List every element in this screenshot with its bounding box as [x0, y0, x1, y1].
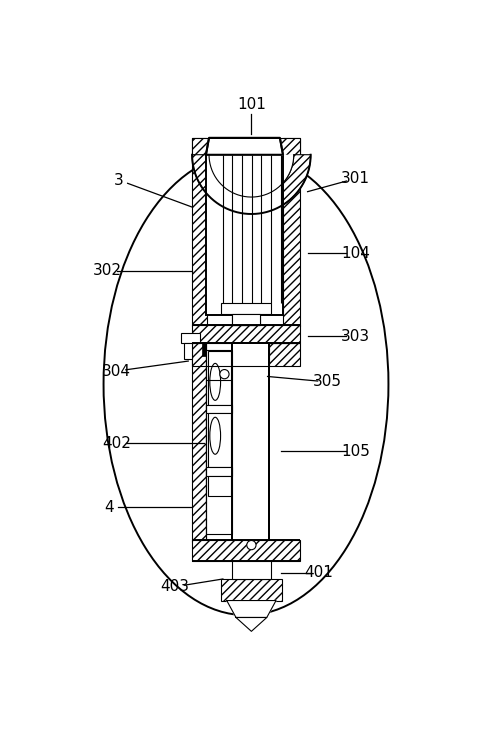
- Text: 301: 301: [341, 171, 370, 186]
- Polygon shape: [192, 155, 311, 214]
- Bar: [207, 476, 230, 496]
- Bar: [184, 344, 192, 359]
- Text: 303: 303: [341, 329, 370, 344]
- Text: 104: 104: [341, 246, 370, 261]
- Text: 4: 4: [104, 500, 114, 515]
- Bar: [192, 540, 300, 561]
- Polygon shape: [236, 618, 267, 632]
- Bar: [221, 579, 282, 601]
- Bar: [180, 333, 200, 344]
- Text: 101: 101: [237, 97, 266, 112]
- Bar: [221, 303, 271, 314]
- Bar: [192, 137, 300, 155]
- Text: 304: 304: [102, 363, 131, 379]
- Polygon shape: [206, 137, 283, 155]
- Bar: [206, 155, 283, 315]
- Bar: [192, 344, 206, 366]
- Text: 305: 305: [312, 374, 341, 390]
- Circle shape: [247, 540, 256, 550]
- Text: 403: 403: [161, 579, 190, 594]
- Text: 105: 105: [341, 444, 370, 458]
- Text: 302: 302: [93, 263, 122, 279]
- Text: 402: 402: [102, 436, 131, 451]
- Bar: [206, 466, 232, 476]
- Bar: [202, 342, 206, 356]
- Polygon shape: [209, 155, 294, 197]
- Bar: [206, 405, 232, 413]
- Bar: [207, 413, 230, 466]
- Polygon shape: [227, 601, 276, 618]
- Bar: [192, 344, 206, 542]
- Bar: [232, 344, 269, 542]
- Text: 401: 401: [305, 565, 334, 580]
- Bar: [232, 561, 271, 579]
- Bar: [192, 325, 300, 344]
- Bar: [207, 351, 230, 405]
- Text: 3: 3: [114, 173, 124, 188]
- Bar: [206, 349, 232, 534]
- Circle shape: [220, 370, 229, 379]
- Bar: [283, 137, 300, 327]
- Bar: [232, 314, 260, 325]
- Bar: [192, 137, 207, 327]
- Bar: [269, 344, 300, 366]
- Bar: [232, 316, 260, 325]
